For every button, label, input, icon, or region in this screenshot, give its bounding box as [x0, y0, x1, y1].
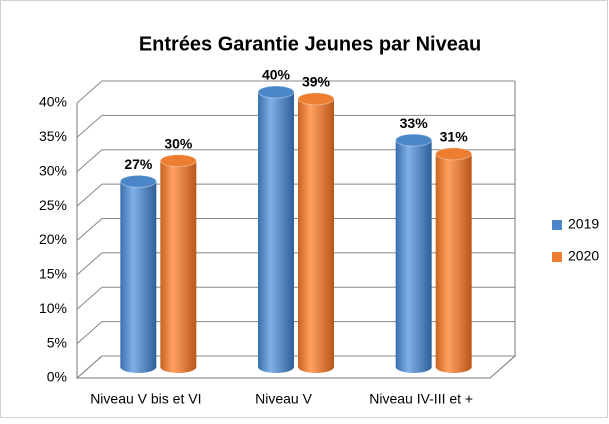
bar — [120, 181, 157, 373]
chart-title: Entrées Garantie Jeunes par Niveau — [139, 33, 481, 55]
data-label: 33% — [400, 115, 429, 131]
data-label: 39% — [302, 74, 331, 90]
data-label: 31% — [440, 129, 469, 145]
data-label: 30% — [164, 135, 193, 151]
bar-top — [395, 133, 433, 147]
bar — [435, 153, 472, 373]
bar-top — [435, 147, 473, 161]
bar-top — [159, 154, 197, 168]
grid-line — [76, 218, 515, 241]
grid-line — [76, 321, 515, 345]
grid-line — [76, 80, 515, 104]
y-tick-label: 30% — [39, 162, 67, 178]
bar — [395, 140, 432, 373]
bar-top — [297, 92, 335, 106]
bar-top — [119, 174, 157, 188]
y-tick-label: 40% — [39, 94, 67, 110]
y-tick-label: 35% — [39, 128, 67, 144]
legend-label: 2020 — [568, 248, 599, 264]
x-tick-label: Niveau V — [255, 391, 312, 407]
y-tick-label: 15% — [39, 266, 67, 282]
data-label: 40% — [262, 67, 291, 83]
legend-swatch — [552, 252, 562, 262]
bar — [258, 92, 294, 373]
grid-line — [76, 149, 515, 173]
bar — [298, 98, 334, 373]
data-label: 27% — [124, 156, 153, 172]
y-tick-label: 25% — [39, 197, 67, 213]
x-tick-label: Niveau V bis et VI — [90, 391, 201, 407]
grid-line — [76, 355, 515, 379]
legend-label: 2019 — [568, 216, 599, 232]
bar — [160, 160, 197, 373]
y-tick-label: 5% — [47, 334, 67, 350]
grid-line — [76, 114, 515, 138]
y-tick-label: 10% — [39, 300, 67, 316]
grid-line — [76, 183, 515, 207]
y-tick-label: 0% — [47, 369, 67, 385]
y-tick-label: 20% — [39, 231, 67, 247]
bar-top — [257, 85, 295, 99]
grid-line — [76, 286, 515, 310]
x-tick-label: Niveau IV-III et + — [369, 391, 473, 407]
legend-swatch — [552, 220, 562, 230]
grid-line — [76, 252, 515, 276]
